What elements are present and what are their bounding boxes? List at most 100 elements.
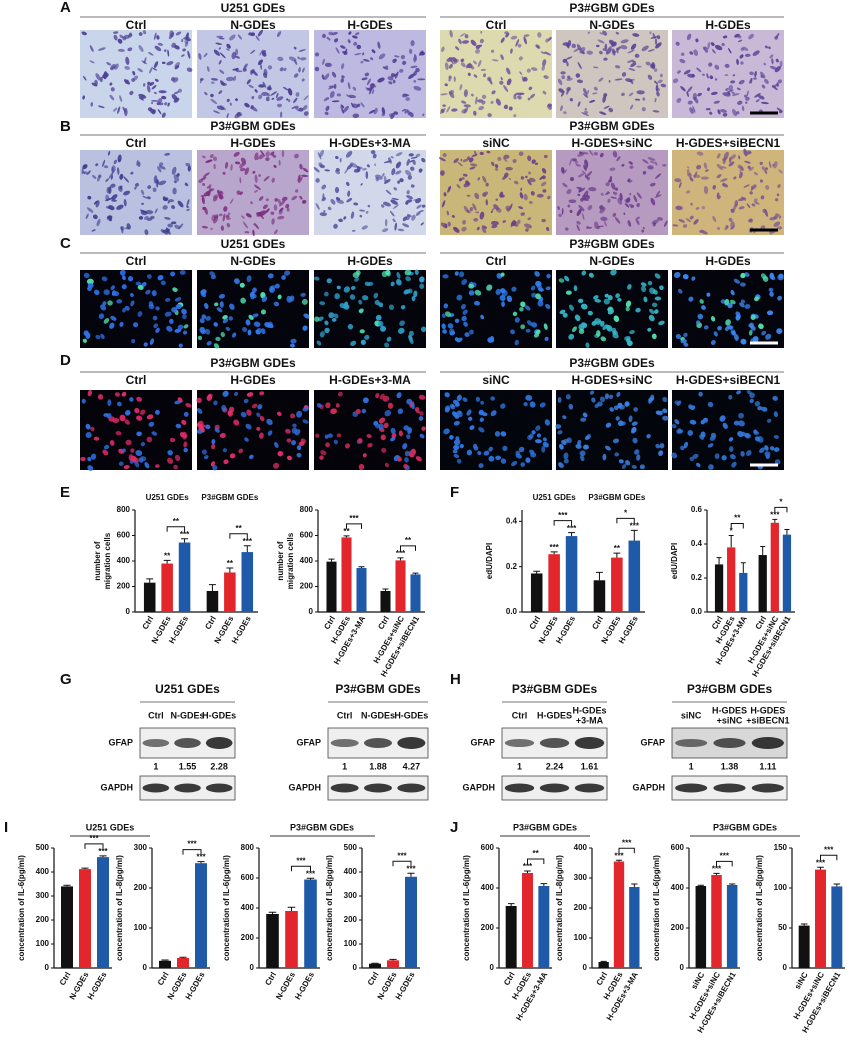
cell xyxy=(678,288,683,294)
band xyxy=(751,783,784,793)
lane-label: H-GDEs xyxy=(394,710,428,720)
bar xyxy=(266,914,279,968)
cell xyxy=(256,153,263,161)
cell xyxy=(119,34,124,39)
cell xyxy=(520,324,526,330)
cell xyxy=(560,71,566,75)
y-tick-label: 200 xyxy=(481,923,495,932)
y-tick-label: 400 xyxy=(481,883,495,892)
cell xyxy=(273,164,277,168)
cell xyxy=(324,73,330,80)
cell xyxy=(713,100,720,104)
cell xyxy=(409,338,414,345)
cell xyxy=(486,76,492,82)
cell xyxy=(331,100,340,103)
cell xyxy=(559,309,566,315)
cell xyxy=(103,289,110,296)
cell xyxy=(525,228,529,232)
micrograph xyxy=(80,30,193,118)
bracket-label: ** xyxy=(734,514,741,523)
cell xyxy=(267,430,273,436)
cell xyxy=(683,332,688,338)
cell xyxy=(293,97,298,104)
cell xyxy=(488,455,495,462)
cell xyxy=(728,84,734,91)
cell xyxy=(383,201,391,207)
column-label: H-GDES+siNC xyxy=(571,373,652,387)
cell xyxy=(599,396,606,403)
cell xyxy=(158,162,164,166)
cell xyxy=(623,212,626,216)
bracket-label: ** xyxy=(173,517,180,526)
error-bar xyxy=(507,903,515,906)
cell xyxy=(113,159,117,165)
cell xyxy=(116,299,123,304)
cell xyxy=(229,102,232,106)
cell xyxy=(365,171,369,180)
cell xyxy=(265,208,270,214)
panel-letter: A xyxy=(60,0,71,16)
cell xyxy=(581,212,585,221)
cell xyxy=(415,198,422,204)
cell xyxy=(288,56,297,62)
cell xyxy=(299,57,307,61)
cell xyxy=(651,302,658,308)
cell xyxy=(575,163,581,167)
cell xyxy=(410,156,418,159)
cell xyxy=(491,161,495,167)
cell xyxy=(724,298,730,306)
cell xyxy=(610,196,617,199)
cell xyxy=(440,93,448,96)
y-tick-label: 400 xyxy=(300,556,314,565)
cell xyxy=(245,319,251,326)
cell xyxy=(209,154,214,159)
cell xyxy=(353,168,361,173)
cell xyxy=(495,288,502,296)
cell xyxy=(330,198,336,205)
cell xyxy=(173,180,177,184)
cell xyxy=(691,276,696,281)
cell xyxy=(91,229,96,232)
cell xyxy=(181,38,184,43)
cell xyxy=(270,151,275,156)
cell xyxy=(276,411,282,417)
cell xyxy=(603,298,610,305)
y-tick-label: 300 xyxy=(574,873,588,882)
error-bar xyxy=(716,557,722,565)
cell xyxy=(222,390,229,397)
cell xyxy=(415,210,421,216)
cell xyxy=(349,294,356,300)
cell xyxy=(530,191,535,196)
cell xyxy=(373,292,379,299)
cell xyxy=(477,451,482,456)
cell xyxy=(496,207,502,213)
error-bar xyxy=(697,884,704,886)
cell xyxy=(751,203,756,207)
error-bar xyxy=(729,883,736,885)
cell xyxy=(698,229,705,233)
cell xyxy=(167,199,175,203)
cell xyxy=(588,187,597,192)
cell xyxy=(628,415,633,423)
cell xyxy=(219,191,224,196)
cell xyxy=(506,67,511,75)
cell xyxy=(397,180,401,184)
cell xyxy=(257,29,264,37)
cell xyxy=(98,313,105,320)
cell xyxy=(206,341,212,346)
cell xyxy=(737,100,743,105)
cell xyxy=(230,164,233,171)
cell xyxy=(562,169,568,175)
cell xyxy=(523,193,528,201)
cell xyxy=(256,412,261,418)
cell xyxy=(721,166,727,169)
cell xyxy=(673,272,681,279)
y-axis-label: number of xyxy=(276,541,285,580)
cell xyxy=(142,83,146,87)
bracket-label: *** xyxy=(349,514,359,523)
cell xyxy=(102,301,107,306)
cell xyxy=(738,206,745,210)
cell xyxy=(81,31,87,36)
cell xyxy=(699,299,704,304)
ratio: 1.11 xyxy=(759,761,776,771)
